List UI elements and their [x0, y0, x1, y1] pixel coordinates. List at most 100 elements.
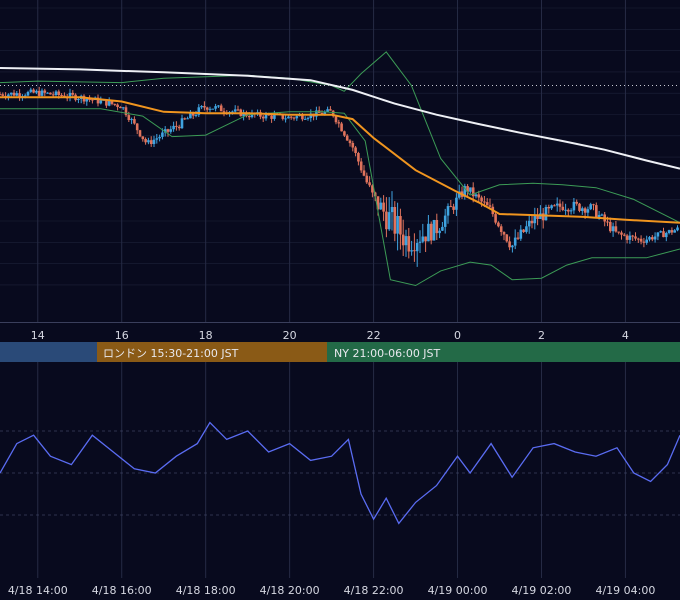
candle-body	[569, 210, 573, 212]
osc-x-tick-label: 4/19 00:00	[428, 584, 488, 597]
candle-body	[233, 109, 237, 112]
candle	[625, 233, 629, 244]
candle	[438, 228, 441, 239]
candle-body	[12, 92, 16, 96]
candle	[600, 213, 604, 217]
candle-body	[418, 241, 422, 243]
candle-body	[396, 216, 399, 234]
candle	[656, 232, 660, 241]
price-x-tick-label: 18	[199, 329, 213, 342]
oscillator-series-layer	[0, 421, 680, 525]
candle	[217, 105, 220, 108]
candle	[183, 117, 187, 120]
candle-body	[357, 153, 360, 162]
candle-body	[645, 239, 648, 243]
candle	[541, 208, 545, 229]
candle-body	[457, 191, 461, 198]
candle-body	[586, 209, 590, 213]
candle	[135, 123, 139, 135]
candle	[130, 117, 133, 125]
price-x-tick-label: 16	[115, 329, 129, 342]
candle	[401, 219, 405, 256]
candle-body	[628, 235, 632, 240]
candle	[645, 235, 648, 245]
candle	[368, 176, 371, 188]
candle-body	[7, 94, 10, 97]
candle	[530, 215, 534, 229]
candle-body	[469, 187, 472, 192]
candle-body	[37, 90, 41, 96]
candle-body	[26, 92, 30, 96]
candle	[144, 137, 147, 145]
candle-body	[446, 206, 450, 216]
candle	[418, 230, 422, 253]
candle	[273, 110, 276, 121]
candle-body	[113, 103, 117, 105]
candle	[303, 116, 307, 120]
candle	[499, 224, 503, 236]
candle-body	[348, 140, 352, 144]
candle-body	[343, 131, 346, 136]
candle-body	[105, 99, 108, 106]
candle-body	[393, 207, 397, 234]
candle	[443, 208, 447, 234]
candle-body	[60, 95, 63, 96]
candle-body	[575, 201, 578, 204]
candle	[169, 125, 173, 134]
candle-body	[359, 161, 363, 171]
osc-x-tick-label: 4/19 02:00	[512, 584, 572, 597]
candle-body	[163, 129, 167, 133]
candle	[673, 229, 676, 233]
candle-body	[43, 90, 47, 93]
candle-body	[116, 104, 119, 107]
candle	[124, 105, 128, 117]
candle-body	[138, 130, 142, 137]
candle-body	[387, 212, 391, 230]
candle	[340, 121, 343, 132]
candle-body	[345, 135, 349, 141]
candle	[631, 234, 634, 241]
candle	[295, 115, 299, 121]
candle-body	[166, 129, 170, 132]
candle	[387, 197, 391, 231]
candle	[575, 199, 578, 206]
candle	[385, 197, 388, 238]
candle-body	[631, 235, 634, 237]
candle-body	[508, 241, 511, 248]
candle-body	[581, 208, 584, 211]
candle	[203, 101, 206, 111]
candle	[578, 202, 581, 213]
candle	[427, 215, 430, 242]
candle	[665, 231, 668, 242]
candle	[407, 228, 411, 259]
candle	[200, 105, 203, 110]
candle-body	[124, 107, 128, 116]
candle	[242, 109, 245, 121]
candle-body	[583, 208, 587, 213]
candle-body	[676, 227, 679, 231]
candle-body	[441, 226, 444, 231]
session-bar: ロンドン 15:30-21:00 JST NY 21:00-06:00 JST	[0, 342, 680, 362]
candle	[617, 231, 620, 235]
candle-body	[127, 115, 131, 120]
candle	[441, 222, 444, 231]
candle	[399, 208, 402, 250]
candle-body	[208, 108, 212, 110]
candle	[85, 98, 89, 106]
candle-body	[303, 118, 307, 120]
candle	[670, 227, 674, 235]
candle	[18, 89, 21, 101]
candle	[547, 204, 551, 214]
candle-body	[289, 116, 293, 118]
candle-body	[589, 204, 592, 210]
candle	[623, 233, 626, 237]
candle	[519, 225, 523, 241]
candle	[659, 230, 662, 233]
candle	[648, 236, 651, 242]
candle-body	[651, 237, 654, 240]
candle	[77, 97, 80, 104]
candle	[43, 88, 47, 97]
candle-body	[40, 90, 44, 96]
candle-body	[432, 220, 436, 241]
candle	[466, 184, 469, 198]
